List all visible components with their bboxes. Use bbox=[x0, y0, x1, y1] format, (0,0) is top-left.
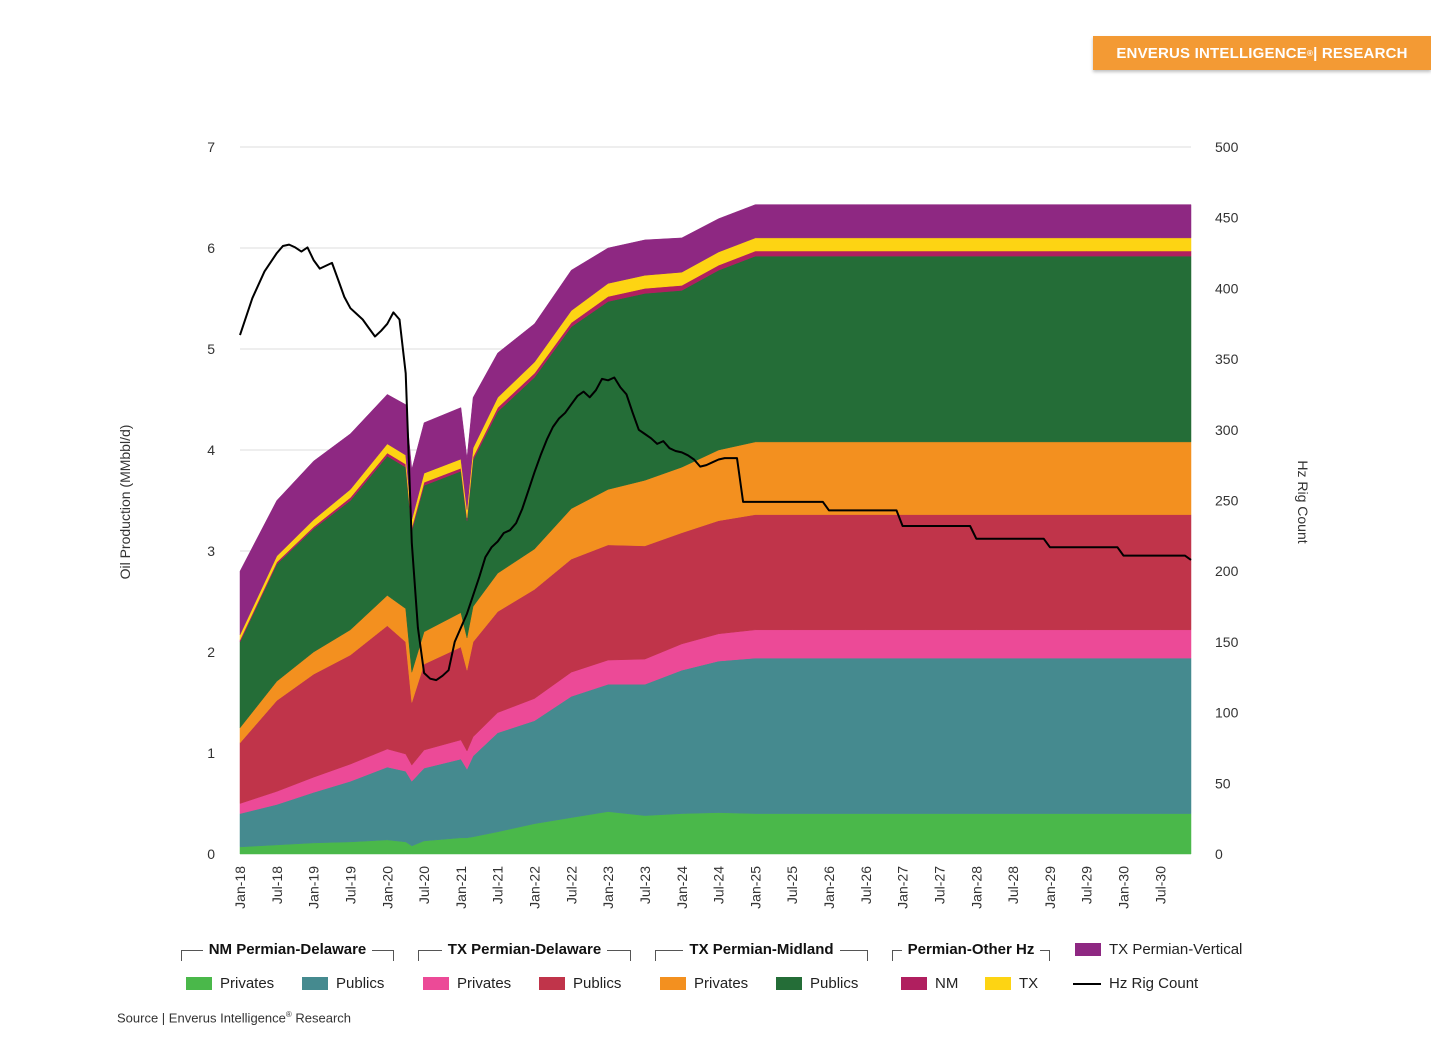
y2-tick-label: 250 bbox=[1215, 493, 1239, 509]
x-tick-label: Jul-30 bbox=[1152, 866, 1168, 904]
brand-suffix: | RESEARCH bbox=[1313, 44, 1408, 62]
brand-banner: ENVERUS INTELLIGENCE ® | RESEARCH bbox=[1093, 36, 1431, 70]
source-suffix: Research bbox=[291, 1010, 352, 1026]
source-reg: ® bbox=[285, 1010, 292, 1019]
rig-count-line bbox=[239, 243, 1192, 682]
x-tick-label: Jul-21 bbox=[490, 866, 506, 904]
x-tick-label: Jan-23 bbox=[600, 866, 616, 909]
x-tick-label: Jan-25 bbox=[747, 866, 763, 909]
x-tick-label: Jan-26 bbox=[821, 866, 837, 909]
right-axis-ticks: 0 50 100 150 200 250 300 350 400 450 500 bbox=[1215, 139, 1239, 862]
y-tick-label: 5 bbox=[207, 341, 215, 357]
x-axis-ticks: Jan-18 Jul-18 Jan-19 Jul-19 Jan-20 Jul-20 Jan-… bbox=[232, 866, 1168, 909]
x-tick-label: Jul-27 bbox=[931, 866, 947, 904]
y2-tick-label: 0 bbox=[1215, 846, 1223, 862]
brand-reg: ® bbox=[1307, 48, 1314, 58]
x-tick-label: Jul-18 bbox=[269, 866, 285, 904]
x-tick-label: Jul-26 bbox=[858, 866, 874, 904]
y2-axis-title: Hz Rig Count bbox=[1295, 460, 1311, 543]
y-tick-label: 3 bbox=[207, 543, 215, 559]
x-tick-label: Jan-19 bbox=[306, 866, 322, 909]
x-tick-label: Jul-29 bbox=[1079, 866, 1095, 904]
x-tick-label: Jan-20 bbox=[379, 866, 395, 909]
y2-tick-label: 50 bbox=[1215, 775, 1231, 791]
y-tick-label: 0 bbox=[207, 846, 215, 862]
x-tick-label: Jan-30 bbox=[1116, 866, 1132, 909]
x-tick-label: Jul-22 bbox=[563, 866, 579, 904]
y2-tick-label: 200 bbox=[1215, 563, 1239, 579]
source-prefix: Source | Enverus Intelligence bbox=[117, 1010, 286, 1026]
y-tick-label: 7 bbox=[207, 139, 215, 155]
area-series-8 bbox=[239, 204, 1192, 635]
x-tick-label: Jul-23 bbox=[637, 866, 653, 904]
y2-tick-label: 450 bbox=[1215, 210, 1239, 226]
x-tick-label: Jan-18 bbox=[232, 866, 248, 909]
y-tick-label: 4 bbox=[207, 442, 215, 458]
y2-tick-label: 150 bbox=[1215, 634, 1239, 650]
y-tick-label: 6 bbox=[207, 240, 215, 256]
x-tick-label: Jan-22 bbox=[527, 866, 543, 909]
x-tick-label: Jul-25 bbox=[784, 866, 800, 904]
x-tick-label: Jul-19 bbox=[342, 866, 358, 904]
y2-tick-label: 300 bbox=[1215, 422, 1239, 438]
brand-main: ENVERUS INTELLIGENCE bbox=[1116, 44, 1308, 62]
y2-tick-label: 400 bbox=[1215, 280, 1239, 296]
y2-tick-label: 500 bbox=[1215, 139, 1239, 155]
x-tick-label: Jan-28 bbox=[968, 866, 984, 909]
y-tick-label: 1 bbox=[207, 745, 215, 761]
y-axis-title: Oil Production (MMbbl/d) bbox=[117, 425, 133, 580]
x-tick-label: Jan-27 bbox=[895, 866, 911, 909]
source-note: Source | Enverus Intelligence® Research bbox=[117, 1010, 351, 1025]
y-tick-label: 2 bbox=[207, 644, 215, 660]
stacked-areas bbox=[239, 204, 1192, 855]
rig-count-line bbox=[239, 243, 1192, 682]
x-tick-label: Jan-21 bbox=[453, 866, 469, 909]
x-tick-label: Jul-24 bbox=[711, 866, 727, 904]
x-tick-label: Jan-24 bbox=[674, 866, 690, 909]
x-tick-label: Jul-20 bbox=[416, 866, 432, 904]
x-tick-label: Jul-28 bbox=[1005, 866, 1021, 904]
y2-tick-label: 350 bbox=[1215, 351, 1239, 367]
y2-tick-label: 100 bbox=[1215, 705, 1239, 721]
left-axis-ticks: 0 1 2 3 4 5 6 7 bbox=[207, 139, 215, 862]
x-tick-label: Jan-29 bbox=[1042, 866, 1058, 909]
